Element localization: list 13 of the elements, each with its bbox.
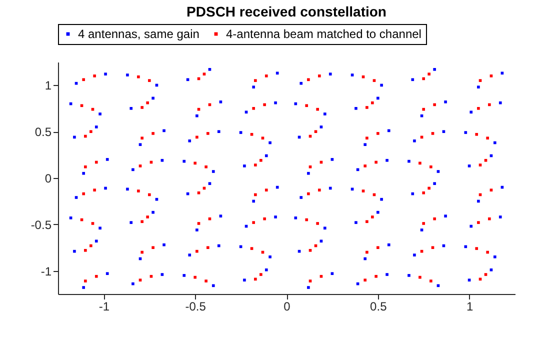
x-tick-label: 0 (284, 300, 291, 314)
chart-title: PDSCH received constellation (186, 4, 386, 20)
y-tick-label: 0 (44, 172, 52, 186)
x-tick-label: -1 (98, 300, 110, 314)
legend-label: 4 antennas, same gain (78, 27, 200, 41)
y-tick-label: 0.5 (34, 125, 52, 140)
legend-label: 4-antenna beam matched to channel (226, 27, 422, 41)
x-tick-label: -0.5 (185, 300, 206, 314)
y-tick-label: 1 (44, 78, 52, 93)
x-tick-label: 0.5 (370, 300, 388, 314)
x-tick-label: 1 (466, 300, 474, 314)
y-tick-label: -0.5 (30, 218, 52, 232)
y-tick-label: -1 (40, 264, 52, 278)
